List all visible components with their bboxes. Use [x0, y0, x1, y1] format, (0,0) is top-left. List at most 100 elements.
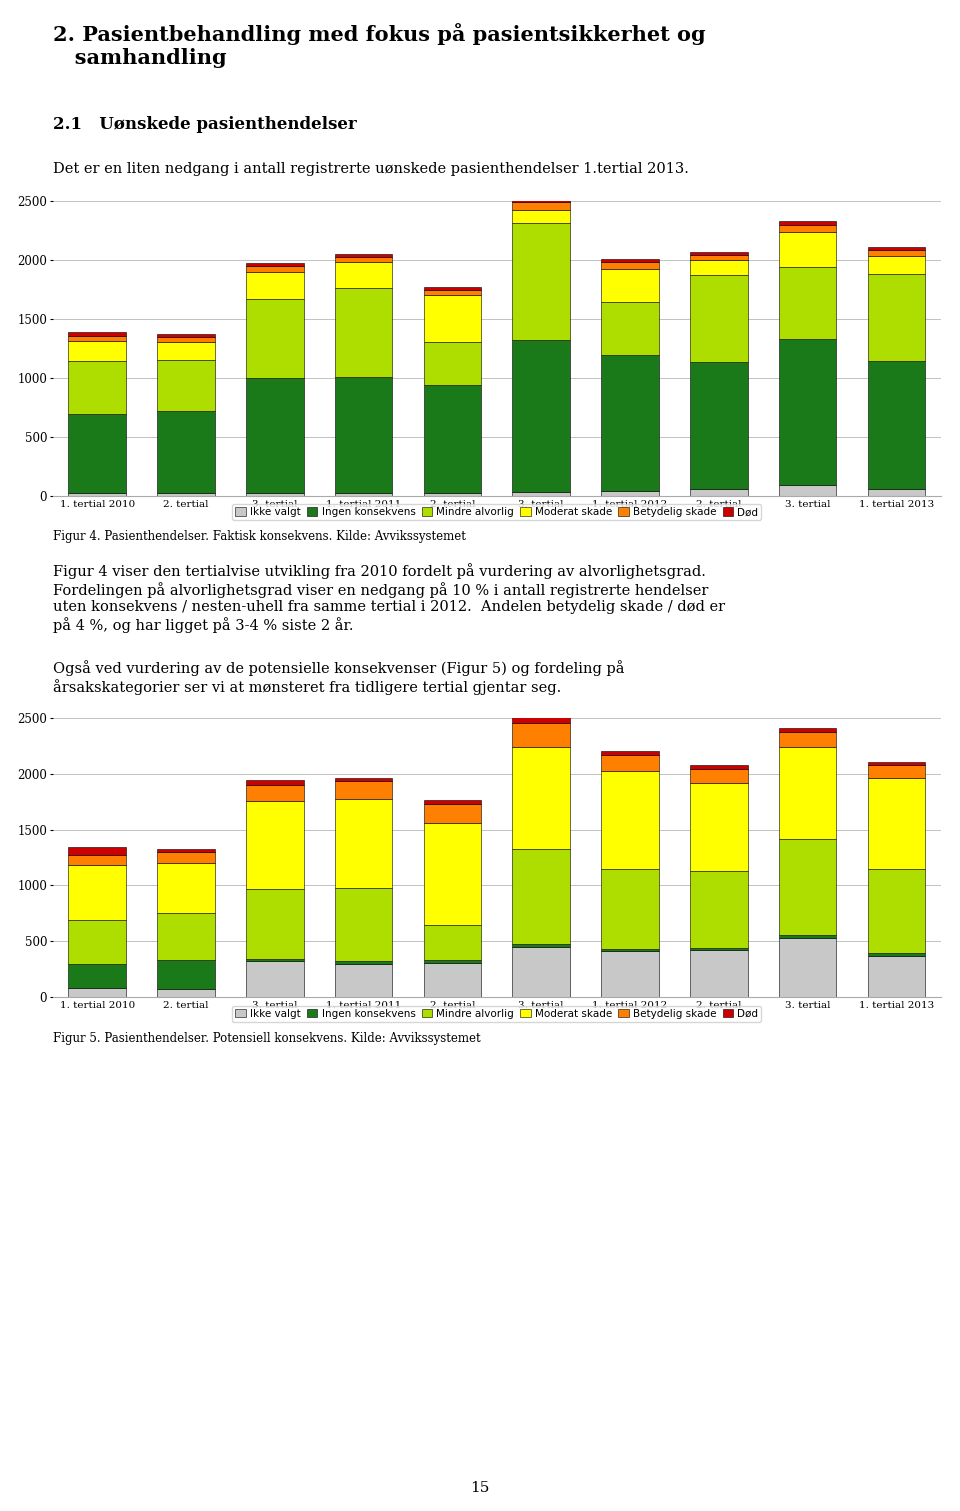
Text: Også ved vurdering av de potensielle konsekvenser (Figur 5) og fordeling på
årsa: Også ved vurdering av de potensielle kon… — [53, 660, 624, 695]
Bar — [246, 801, 303, 890]
Bar — [690, 260, 748, 275]
Bar — [68, 332, 126, 335]
Legend: Ikke valgt, Ingen konsekvens, Mindre alvorlig, Moderat skade, Betydelig skade, D: Ikke valgt, Ingen konsekvens, Mindre alv… — [232, 505, 761, 520]
Bar — [157, 852, 215, 863]
Bar — [513, 224, 570, 340]
Bar — [246, 299, 303, 378]
Bar — [690, 769, 748, 783]
Bar — [690, 363, 748, 488]
Bar — [157, 961, 215, 988]
Bar — [779, 748, 836, 839]
Bar — [246, 378, 303, 493]
Bar — [423, 493, 481, 496]
Bar — [868, 273, 925, 361]
Bar — [868, 488, 925, 496]
Bar — [246, 780, 303, 784]
Bar — [157, 493, 215, 496]
Bar — [157, 863, 215, 913]
Bar — [690, 488, 748, 496]
Bar — [779, 485, 836, 496]
Bar — [68, 361, 126, 414]
Bar — [157, 360, 215, 411]
Bar — [690, 255, 748, 260]
Bar — [779, 733, 836, 748]
Bar — [868, 361, 925, 488]
Bar — [779, 222, 836, 225]
Bar — [335, 257, 393, 263]
Bar — [335, 254, 393, 257]
Bar — [68, 988, 126, 997]
Bar — [513, 493, 570, 496]
Bar — [868, 246, 925, 251]
Bar — [335, 778, 393, 781]
Bar — [157, 849, 215, 852]
Bar — [690, 950, 748, 997]
Bar — [335, 964, 393, 997]
Bar — [868, 869, 925, 953]
Bar — [779, 728, 836, 733]
Bar — [513, 340, 570, 493]
Bar — [513, 748, 570, 849]
Bar — [246, 961, 303, 997]
Bar — [601, 751, 659, 754]
Bar — [779, 231, 836, 267]
Bar — [68, 493, 126, 496]
Bar — [68, 855, 126, 866]
Bar — [690, 275, 748, 363]
Bar — [423, 799, 481, 804]
Bar — [690, 783, 748, 872]
Bar — [335, 263, 393, 289]
Bar — [513, 196, 570, 202]
Bar — [335, 289, 393, 376]
Bar — [423, 925, 481, 959]
Bar — [335, 493, 393, 496]
Bar — [513, 724, 570, 748]
Bar — [868, 251, 925, 255]
Bar — [601, 491, 659, 496]
Bar — [868, 953, 925, 956]
Bar — [690, 872, 748, 947]
Bar — [690, 765, 748, 769]
Legend: Ikke valgt, Ingen konsekvens, Mindre alvorlig, Moderat skade, Betydelig skade, D: Ikke valgt, Ingen konsekvens, Mindre alv… — [232, 1006, 761, 1021]
Bar — [690, 251, 748, 255]
Text: Det er en liten nedgang i antall registrerte uønskede pasienthendelser 1.tertial: Det er en liten nedgang i antall registr… — [53, 162, 688, 175]
Bar — [68, 335, 126, 340]
Bar — [868, 778, 925, 869]
Bar — [868, 956, 925, 997]
Bar — [246, 493, 303, 496]
Bar — [68, 340, 126, 361]
Bar — [423, 290, 481, 295]
Bar — [601, 263, 659, 269]
Bar — [157, 334, 215, 337]
Bar — [68, 848, 126, 855]
Bar — [513, 944, 570, 947]
Bar — [246, 272, 303, 299]
Bar — [423, 963, 481, 997]
Bar — [423, 804, 481, 823]
Bar — [423, 959, 481, 963]
Bar — [601, 771, 659, 869]
Bar — [246, 784, 303, 801]
Bar — [868, 762, 925, 765]
Bar — [157, 337, 215, 341]
Text: 2.1   Uønskede pasienthendelser: 2.1 Uønskede pasienthendelser — [53, 116, 356, 133]
Bar — [513, 202, 570, 210]
Bar — [513, 947, 570, 997]
Bar — [601, 260, 659, 263]
Bar — [157, 913, 215, 961]
Bar — [335, 799, 393, 888]
Bar — [246, 958, 303, 961]
Bar — [779, 267, 836, 338]
Bar — [779, 225, 836, 231]
Bar — [423, 295, 481, 343]
Bar — [335, 888, 393, 961]
Bar — [423, 343, 481, 385]
Bar — [335, 961, 393, 964]
Bar — [868, 765, 925, 778]
Bar — [601, 355, 659, 491]
Bar — [246, 263, 303, 266]
Bar — [423, 823, 481, 925]
Text: Figur 4 viser den tertialvise utvikling fra 2010 fordelt på vurdering av alvorli: Figur 4 viser den tertialvise utvikling … — [53, 564, 725, 633]
Bar — [601, 952, 659, 997]
Bar — [246, 266, 303, 272]
